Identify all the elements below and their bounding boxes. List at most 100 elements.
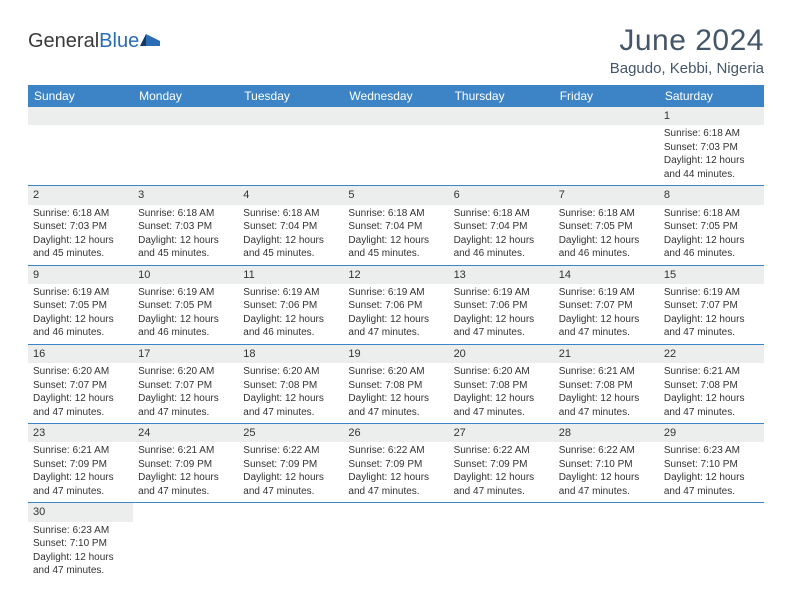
calendar-cell: 19Sunrise: 6:20 AMSunset: 7:08 PMDayligh… xyxy=(343,344,448,423)
daylight-text: Daylight: 12 hours and 47 minutes. xyxy=(454,313,549,340)
day-info: Sunrise: 6:19 AMSunset: 7:07 PMDaylight:… xyxy=(554,284,659,344)
sunset-text: Sunset: 7:04 PM xyxy=(243,220,338,234)
sunrise-text: Sunrise: 6:23 AM xyxy=(33,524,128,538)
day-number: 19 xyxy=(343,345,448,363)
location: Bagudo, Kebbi, Nigeria xyxy=(610,60,764,77)
calendar-cell: 3Sunrise: 6:18 AMSunset: 7:03 PMDaylight… xyxy=(133,186,238,265)
day-header: Wednesday xyxy=(343,85,448,107)
sunset-text: Sunset: 7:09 PM xyxy=(454,458,549,472)
day-info: Sunrise: 6:20 AMSunset: 7:07 PMDaylight:… xyxy=(133,363,238,423)
daynum-empty xyxy=(554,107,659,125)
sunrise-text: Sunrise: 6:20 AM xyxy=(243,365,338,379)
day-info: Sunrise: 6:22 AMSunset: 7:09 PMDaylight:… xyxy=(238,442,343,502)
daylight-text: Daylight: 12 hours and 47 minutes. xyxy=(454,392,549,419)
calendar-cell: 10Sunrise: 6:19 AMSunset: 7:05 PMDayligh… xyxy=(133,265,238,344)
day-number: 21 xyxy=(554,345,659,363)
sunset-text: Sunset: 7:03 PM xyxy=(33,220,128,234)
sunset-text: Sunset: 7:09 PM xyxy=(33,458,128,472)
daylight-text: Daylight: 12 hours and 47 minutes. xyxy=(559,471,654,498)
calendar-cell: 18Sunrise: 6:20 AMSunset: 7:08 PMDayligh… xyxy=(238,344,343,423)
sunrise-text: Sunrise: 6:19 AM xyxy=(138,286,233,300)
daylight-text: Daylight: 12 hours and 46 minutes. xyxy=(664,234,759,261)
day-header: Thursday xyxy=(449,85,554,107)
day-info: Sunrise: 6:18 AMSunset: 7:04 PMDaylight:… xyxy=(238,205,343,265)
daylight-text: Daylight: 12 hours and 47 minutes. xyxy=(559,313,654,340)
sunset-text: Sunset: 7:03 PM xyxy=(664,141,759,155)
day-number: 28 xyxy=(554,424,659,442)
daynum-empty xyxy=(133,107,238,125)
day-header: Tuesday xyxy=(238,85,343,107)
calendar-cell: 11Sunrise: 6:19 AMSunset: 7:06 PMDayligh… xyxy=(238,265,343,344)
calendar-cell: 2Sunrise: 6:18 AMSunset: 7:03 PMDaylight… xyxy=(28,186,133,265)
sunset-text: Sunset: 7:10 PM xyxy=(664,458,759,472)
sunset-text: Sunset: 7:05 PM xyxy=(33,299,128,313)
day-number: 1 xyxy=(659,107,764,125)
daylight-text: Daylight: 12 hours and 47 minutes. xyxy=(454,471,549,498)
sunrise-text: Sunrise: 6:18 AM xyxy=(33,207,128,221)
day-number: 22 xyxy=(659,345,764,363)
sunset-text: Sunset: 7:05 PM xyxy=(138,299,233,313)
sunset-text: Sunset: 7:06 PM xyxy=(243,299,338,313)
day-number: 23 xyxy=(28,424,133,442)
calendar-cell xyxy=(449,107,554,186)
sunrise-text: Sunrise: 6:20 AM xyxy=(454,365,549,379)
day-info: Sunrise: 6:21 AMSunset: 7:09 PMDaylight:… xyxy=(28,442,133,502)
calendar-cell xyxy=(238,107,343,186)
sunset-text: Sunset: 7:08 PM xyxy=(454,379,549,393)
day-number: 10 xyxy=(133,266,238,284)
day-number: 27 xyxy=(449,424,554,442)
sunrise-text: Sunrise: 6:20 AM xyxy=(33,365,128,379)
calendar-cell: 5Sunrise: 6:18 AMSunset: 7:04 PMDaylight… xyxy=(343,186,448,265)
calendar-cell: 1Sunrise: 6:18 AMSunset: 7:03 PMDaylight… xyxy=(659,107,764,186)
sunrise-text: Sunrise: 6:18 AM xyxy=(664,127,759,141)
sunrise-text: Sunrise: 6:19 AM xyxy=(348,286,443,300)
day-number: 29 xyxy=(659,424,764,442)
sunset-text: Sunset: 7:10 PM xyxy=(559,458,654,472)
daylight-text: Daylight: 12 hours and 47 minutes. xyxy=(348,471,443,498)
calendar-cell: 26Sunrise: 6:22 AMSunset: 7:09 PMDayligh… xyxy=(343,424,448,503)
calendar-cell: 25Sunrise: 6:22 AMSunset: 7:09 PMDayligh… xyxy=(238,424,343,503)
calendar-cell: 29Sunrise: 6:23 AMSunset: 7:10 PMDayligh… xyxy=(659,424,764,503)
calendar-week-row: 2Sunrise: 6:18 AMSunset: 7:03 PMDaylight… xyxy=(28,186,764,265)
sunset-text: Sunset: 7:09 PM xyxy=(138,458,233,472)
sunrise-text: Sunrise: 6:18 AM xyxy=(243,207,338,221)
daylight-text: Daylight: 12 hours and 47 minutes. xyxy=(243,471,338,498)
daylight-text: Daylight: 12 hours and 47 minutes. xyxy=(348,313,443,340)
daynum-empty xyxy=(28,107,133,125)
calendar-week-row: 16Sunrise: 6:20 AMSunset: 7:07 PMDayligh… xyxy=(28,344,764,423)
sunset-text: Sunset: 7:08 PM xyxy=(559,379,654,393)
calendar-cell: 21Sunrise: 6:21 AMSunset: 7:08 PMDayligh… xyxy=(554,344,659,423)
calendar-cell: 6Sunrise: 6:18 AMSunset: 7:04 PMDaylight… xyxy=(449,186,554,265)
daylight-text: Daylight: 12 hours and 46 minutes. xyxy=(33,313,128,340)
calendar-cell: 20Sunrise: 6:20 AMSunset: 7:08 PMDayligh… xyxy=(449,344,554,423)
brand-part1: General xyxy=(28,30,99,53)
day-number: 20 xyxy=(449,345,554,363)
day-header: Sunday xyxy=(28,85,133,107)
day-info: Sunrise: 6:23 AMSunset: 7:10 PMDaylight:… xyxy=(28,522,133,582)
daynum-empty xyxy=(238,107,343,125)
day-info: Sunrise: 6:18 AMSunset: 7:05 PMDaylight:… xyxy=(554,205,659,265)
day-info: Sunrise: 6:20 AMSunset: 7:08 PMDaylight:… xyxy=(449,363,554,423)
daylight-text: Daylight: 12 hours and 47 minutes. xyxy=(559,392,654,419)
calendar-cell xyxy=(554,107,659,186)
day-number: 9 xyxy=(28,266,133,284)
sunset-text: Sunset: 7:08 PM xyxy=(243,379,338,393)
day-number: 14 xyxy=(554,266,659,284)
sunrise-text: Sunrise: 6:22 AM xyxy=(243,444,338,458)
day-info: Sunrise: 6:19 AMSunset: 7:05 PMDaylight:… xyxy=(28,284,133,344)
sunset-text: Sunset: 7:09 PM xyxy=(243,458,338,472)
day-info: Sunrise: 6:21 AMSunset: 7:08 PMDaylight:… xyxy=(659,363,764,423)
sunrise-text: Sunrise: 6:22 AM xyxy=(559,444,654,458)
sunrise-text: Sunrise: 6:22 AM xyxy=(348,444,443,458)
daylight-text: Daylight: 12 hours and 47 minutes. xyxy=(138,471,233,498)
sunrise-text: Sunrise: 6:21 AM xyxy=(138,444,233,458)
day-info: Sunrise: 6:18 AMSunset: 7:04 PMDaylight:… xyxy=(449,205,554,265)
sunset-text: Sunset: 7:06 PM xyxy=(454,299,549,313)
sunrise-text: Sunrise: 6:19 AM xyxy=(243,286,338,300)
calendar-cell: 9Sunrise: 6:19 AMSunset: 7:05 PMDaylight… xyxy=(28,265,133,344)
calendar-cell: 14Sunrise: 6:19 AMSunset: 7:07 PMDayligh… xyxy=(554,265,659,344)
day-info: Sunrise: 6:19 AMSunset: 7:06 PMDaylight:… xyxy=(449,284,554,344)
day-info: Sunrise: 6:18 AMSunset: 7:05 PMDaylight:… xyxy=(659,205,764,265)
day-number: 8 xyxy=(659,186,764,204)
day-number: 13 xyxy=(449,266,554,284)
